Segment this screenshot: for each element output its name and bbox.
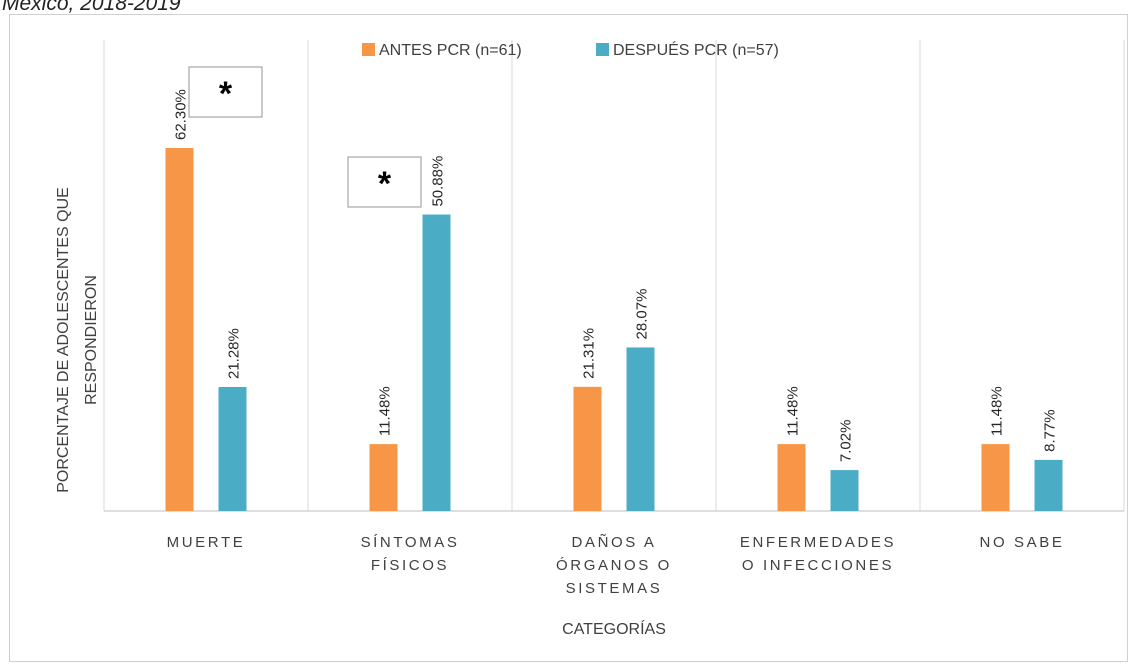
bar-despues — [218, 387, 247, 511]
legend-swatch-antes — [362, 43, 375, 56]
category-label: ÓRGANOS O — [556, 557, 672, 574]
category-label: O INFECCIONES — [742, 557, 894, 574]
legend-swatch-despues — [596, 43, 609, 56]
data-label: 7.02% — [838, 420, 855, 463]
data-label: 8.77% — [1042, 409, 1059, 452]
bar-antes — [981, 444, 1010, 511]
data-label: 11.48% — [989, 386, 1006, 436]
data-label: 50.88% — [430, 156, 447, 207]
data-label: 21.31% — [581, 328, 598, 379]
chart-frame — [9, 14, 1128, 662]
bar-despues — [422, 214, 451, 511]
bar-despues — [830, 470, 859, 511]
legend-label: ANTES PCR (n=61) — [379, 42, 522, 59]
significance-asterisk: * — [219, 75, 233, 113]
category-label: SÍNTOMAS — [361, 534, 460, 551]
data-label: 28.07% — [634, 289, 651, 340]
category-label: SISTEMAS — [566, 580, 663, 597]
category-label: DAÑOS A — [572, 534, 657, 551]
data-label: 11.48% — [377, 386, 394, 436]
data-label: 21.28% — [226, 328, 243, 379]
y-axis-title: RESPONDIERON — [83, 275, 100, 405]
significance-box — [347, 156, 422, 208]
category-label: NO SABE — [980, 534, 1065, 551]
bar-despues — [626, 347, 655, 511]
category-label: MUERTE — [167, 534, 246, 551]
y-axis-title: PORCENTAJE DE ADOLESCENTES QUE — [55, 187, 72, 493]
bar-antes — [165, 148, 194, 511]
data-label: 62.30% — [173, 89, 190, 140]
figure-caption: México, 2018-2019 — [2, 0, 181, 15]
data-label: 11.48% — [785, 386, 802, 436]
x-axis-title: CATEGORÍAS — [562, 619, 666, 638]
bar-antes — [573, 386, 602, 511]
category-label: FÍSICOS — [371, 557, 449, 574]
legend-label: DESPUÉS PCR (n=57) — [613, 40, 779, 59]
bar-despues — [1034, 459, 1063, 511]
category-label: ENFERMEDADES — [740, 534, 896, 551]
significance-box — [188, 66, 263, 118]
bar-antes — [369, 444, 398, 511]
bar-antes — [777, 444, 806, 511]
significance-asterisk: * — [378, 165, 392, 203]
